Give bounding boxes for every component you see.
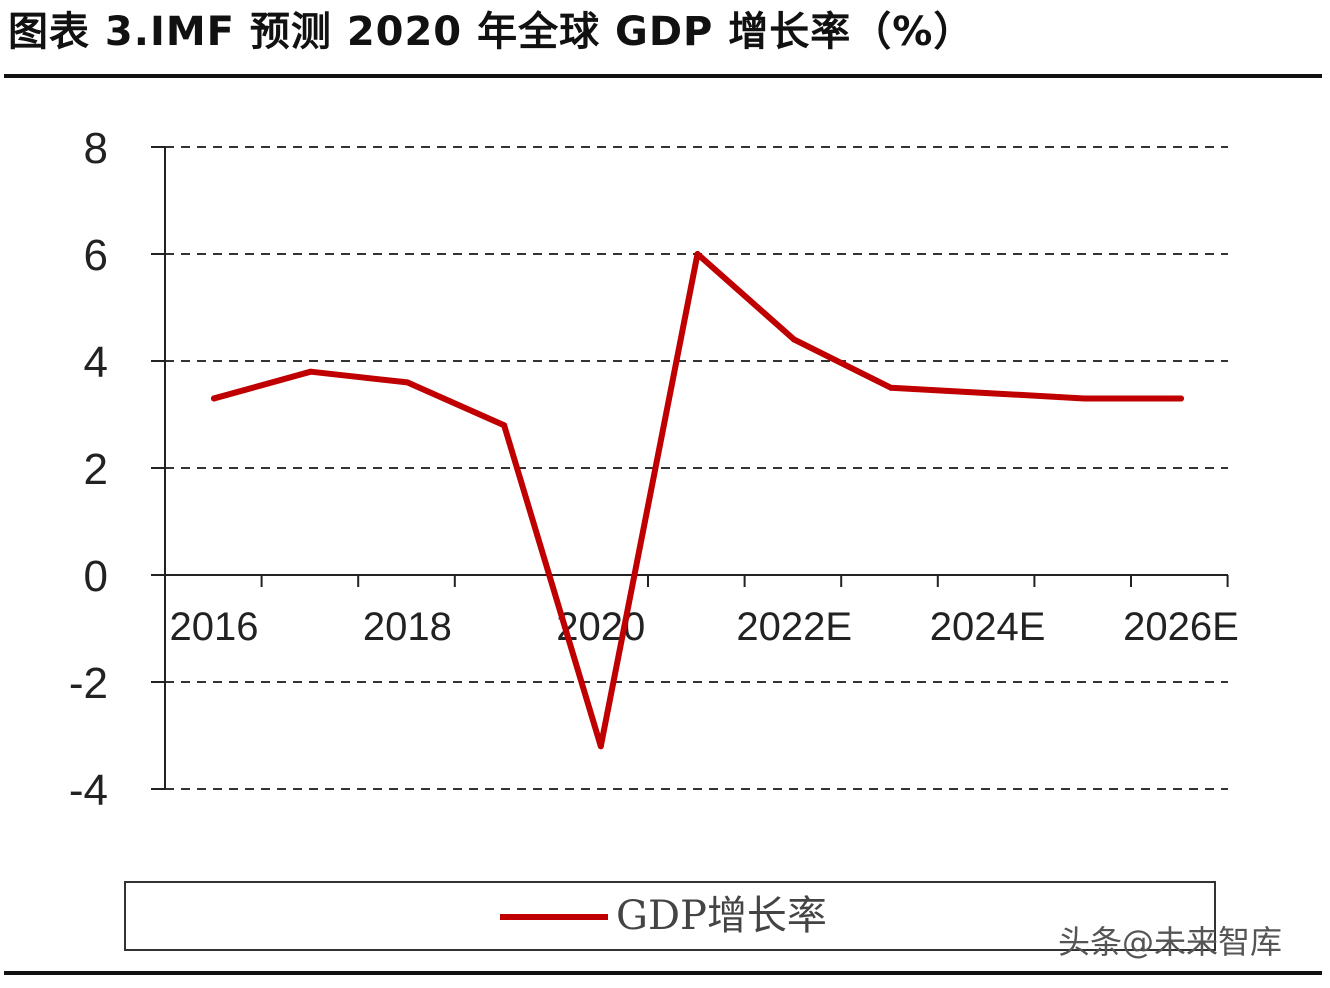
data-point-2020 [597,743,604,750]
x-tick-label: 2026E [1123,605,1239,649]
data-point-2025 [1081,395,1088,402]
figure-title: 图表 3.IMF 预测 2020 年全球 GDP 增长率（%） [8,9,975,55]
x-tick-label: 2022E [736,605,852,649]
x-tick-label: 2018 [363,605,452,649]
x-tick-label: 2024E [930,605,1046,649]
y-tick-label: 4 [84,338,108,387]
y-tick-label: 8 [84,124,108,173]
data-point-2026E [1178,395,1184,402]
data-point-2024E [984,390,991,397]
y-tick-label: 2 [84,445,108,494]
data-point-2019 [501,422,508,429]
x-tick-label: 2016 [170,605,259,649]
y-tick-label: 6 [84,231,108,280]
y-tick-label: 0 [84,552,108,601]
watermark: 头条@未来智库 [1058,923,1283,961]
data-point-2017 [307,368,314,375]
series-line-gdp-growth [211,251,1184,750]
data-point-2016 [211,395,217,402]
y-tick-label: -4 [69,766,108,815]
series-layer [211,251,1184,750]
legend-swatch [500,914,608,920]
gridlines [165,146,1228,790]
data-point-2023 [887,384,894,391]
data-point-2022E [791,336,798,343]
legend: GDP增长率 [124,881,1216,951]
bottom-rule [4,971,1322,975]
top-rule [4,74,1322,78]
y-tick-label: -2 [69,659,108,708]
data-point-2018 [404,379,411,386]
data-point-2021 [694,251,701,257]
legend-label: GDP增长率 [616,893,827,939]
